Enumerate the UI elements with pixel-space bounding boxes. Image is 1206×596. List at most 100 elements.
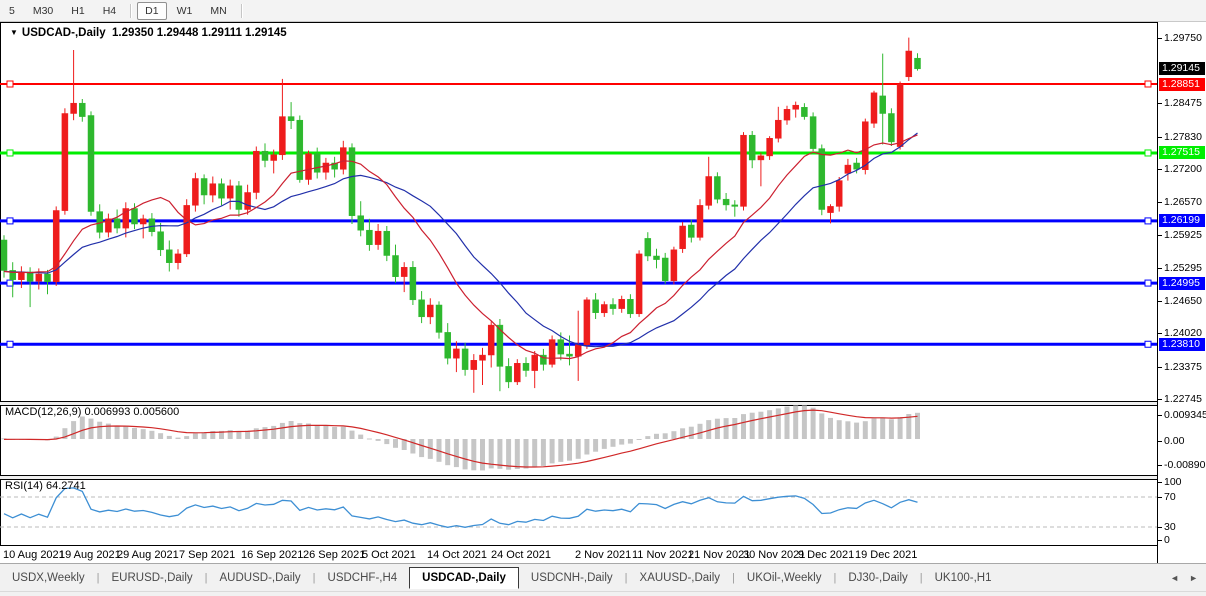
axis-tick [1158,465,1162,466]
chart-tab-usdcad-daily[interactable]: USDCAD-,Daily [409,566,519,589]
main-chart-pane[interactable] [0,23,1157,401]
tab-separator: | [732,571,735,584]
date-label: 11 Nov 2021 [632,549,694,561]
date-label: 14 Oct 2021 [427,549,487,561]
toolbar-separator [130,3,132,18]
timeframe-button-d1[interactable]: D1 [137,1,167,20]
macd-signal-line [3,409,918,468]
date-label: 10 Aug 2021 [3,549,65,561]
timeframe-button-5[interactable]: 5 [9,4,15,17]
axis-tick [1158,267,1162,269]
axis-tick [1158,169,1162,171]
tab-scroll-left-icon[interactable]: ◄ [1170,572,1180,583]
price-tick-label: 1.22745 [1164,393,1202,406]
price-level-line[interactable] [0,149,1157,157]
tab-separator: | [96,571,100,584]
line-anchor-handle[interactable] [1144,279,1152,287]
chart-tab-usdcnh-daily[interactable]: USDCNH-,Daily [530,571,613,584]
timeframe-button-w1[interactable]: W1 [176,4,193,17]
timeframe-button-mn[interactable]: MN [210,4,227,17]
window-bottom-strip [0,591,1206,596]
chart-tab-uk100-h1[interactable]: UK100-,H1 [934,571,992,584]
axis-tick [1158,136,1162,138]
macd-tick-label: 0.009345 [1164,409,1206,421]
line-anchor-handle[interactable] [1144,80,1152,88]
chart-tab-usdx-weekly[interactable]: USDX,Weekly [12,571,85,584]
date-label: 19 Aug 2021 [59,549,121,561]
timeframe-button-h4[interactable]: H4 [102,4,117,17]
axis-tick [1158,103,1162,105]
axis-tick [1158,540,1162,541]
price-level-line[interactable] [0,80,1157,88]
axis-tick [1158,366,1162,368]
price-tick-label: 1.27200 [1164,163,1202,176]
rsi-pane[interactable] [0,478,1157,545]
macd-tick-label: -0.008907 [1164,459,1206,471]
chart-top-border [0,22,1157,23]
price-tick-label: 1.25295 [1164,261,1202,274]
tab-separator: | [312,571,316,584]
timeframe-button-m30[interactable]: M30 [32,4,54,17]
date-label: 21 Nov 2021 [688,549,751,561]
rsi-tick-label: 0 [1164,534,1170,546]
tab-scroll-right-icon[interactable]: ► [1189,572,1198,583]
macd-pane[interactable] [0,404,1157,475]
timeframe-button-h1[interactable]: H1 [71,4,85,17]
chart-tab-xauusd-daily[interactable]: XAUUSD-,Daily [639,571,721,584]
level-price-badge: 1.23810 [1159,337,1205,351]
axis-tick [1158,333,1162,335]
pane-separator[interactable] [0,401,1206,406]
rsi-label: RSI(14) 64.2741 [5,480,86,492]
line-anchor-handle[interactable] [6,279,14,287]
price-level-line[interactable] [0,279,1157,287]
date-label: 16 Sep 2021 [241,549,304,561]
date-label: 26 Sep 2021 [303,549,366,561]
line-anchor-handle[interactable] [1144,149,1152,157]
line-anchor-handle[interactable] [6,340,14,348]
tab-scroll-arrows: ◄ ► [1170,573,1198,583]
line-anchor-handle[interactable] [6,80,14,88]
date-label: 19 Dec 2021 [855,549,918,561]
line-anchor-handle[interactable] [1144,340,1152,348]
axis-tick [1158,527,1162,528]
axis-tick [1158,201,1162,203]
price-tick-label: 1.27830 [1164,130,1202,143]
axis-tick [1158,441,1162,442]
axis-tick [1158,300,1162,302]
chart-dropdown-icon[interactable]: ▼ [10,28,18,37]
level-price-badge: 1.26199 [1159,214,1205,228]
tab-separator: | [204,571,208,584]
macd-tick-label: 0.00 [1164,435,1185,447]
price-tick-label: 1.28475 [1164,97,1202,110]
rsi-bottom-border [0,545,1206,546]
chart-tab-usdchf-h4[interactable]: USDCHF-,H4 [327,571,398,584]
chart-tab-dj30-daily[interactable]: DJ30-,Daily [848,571,908,584]
tab-separator: | [833,571,837,584]
timeframe-toolbar: 5 M30 H1 H4 D1 W1 MN [0,0,1206,22]
pane-separator[interactable] [0,475,1206,480]
line-anchor-handle[interactable] [6,149,14,157]
date-label: 7 Sep 2021 [179,549,236,561]
level-price-badge: 1.24995 [1159,276,1205,290]
line-anchor-handle[interactable] [6,217,14,225]
tab-separator: | [624,571,628,584]
price-tick-label: 1.25925 [1164,229,1202,242]
price-axis[interactable]: 1.29750 1.28475 1.27830 1.27200 1.26570 1.259… [1157,22,1206,563]
price-tick-label: 1.29750 [1164,31,1202,44]
price-level-line[interactable] [0,217,1157,225]
price-tick-label: 1.24020 [1164,327,1202,340]
chart-title: ▼ USDCAD-,Daily 1.29350 1.29448 1.29111 1… [10,27,287,39]
date-label: 24 Oct 2021 [491,549,551,561]
tab-separator: | [919,571,923,584]
line-anchor-handle[interactable] [1144,217,1152,225]
chart-tab-eurusd-daily[interactable]: EURUSD-,Daily [111,571,193,584]
rsi-tick-label: 30 [1164,521,1176,533]
time-axis[interactable]: 10 Aug 2021 19 Aug 2021 29 Aug 2021 7 Sep 2… [0,546,1157,563]
current-price-badge: 1.29145 [1159,62,1205,76]
axis-tick [1158,415,1162,416]
level-price-badge: 1.27515 [1159,146,1205,160]
chart-tab-ukoil-weekly[interactable]: UKOil-,Weekly [746,571,822,584]
chart-tab-audusd-daily[interactable]: AUDUSD-,Daily [219,571,301,584]
date-label: 9 Dec 2021 [798,549,855,561]
